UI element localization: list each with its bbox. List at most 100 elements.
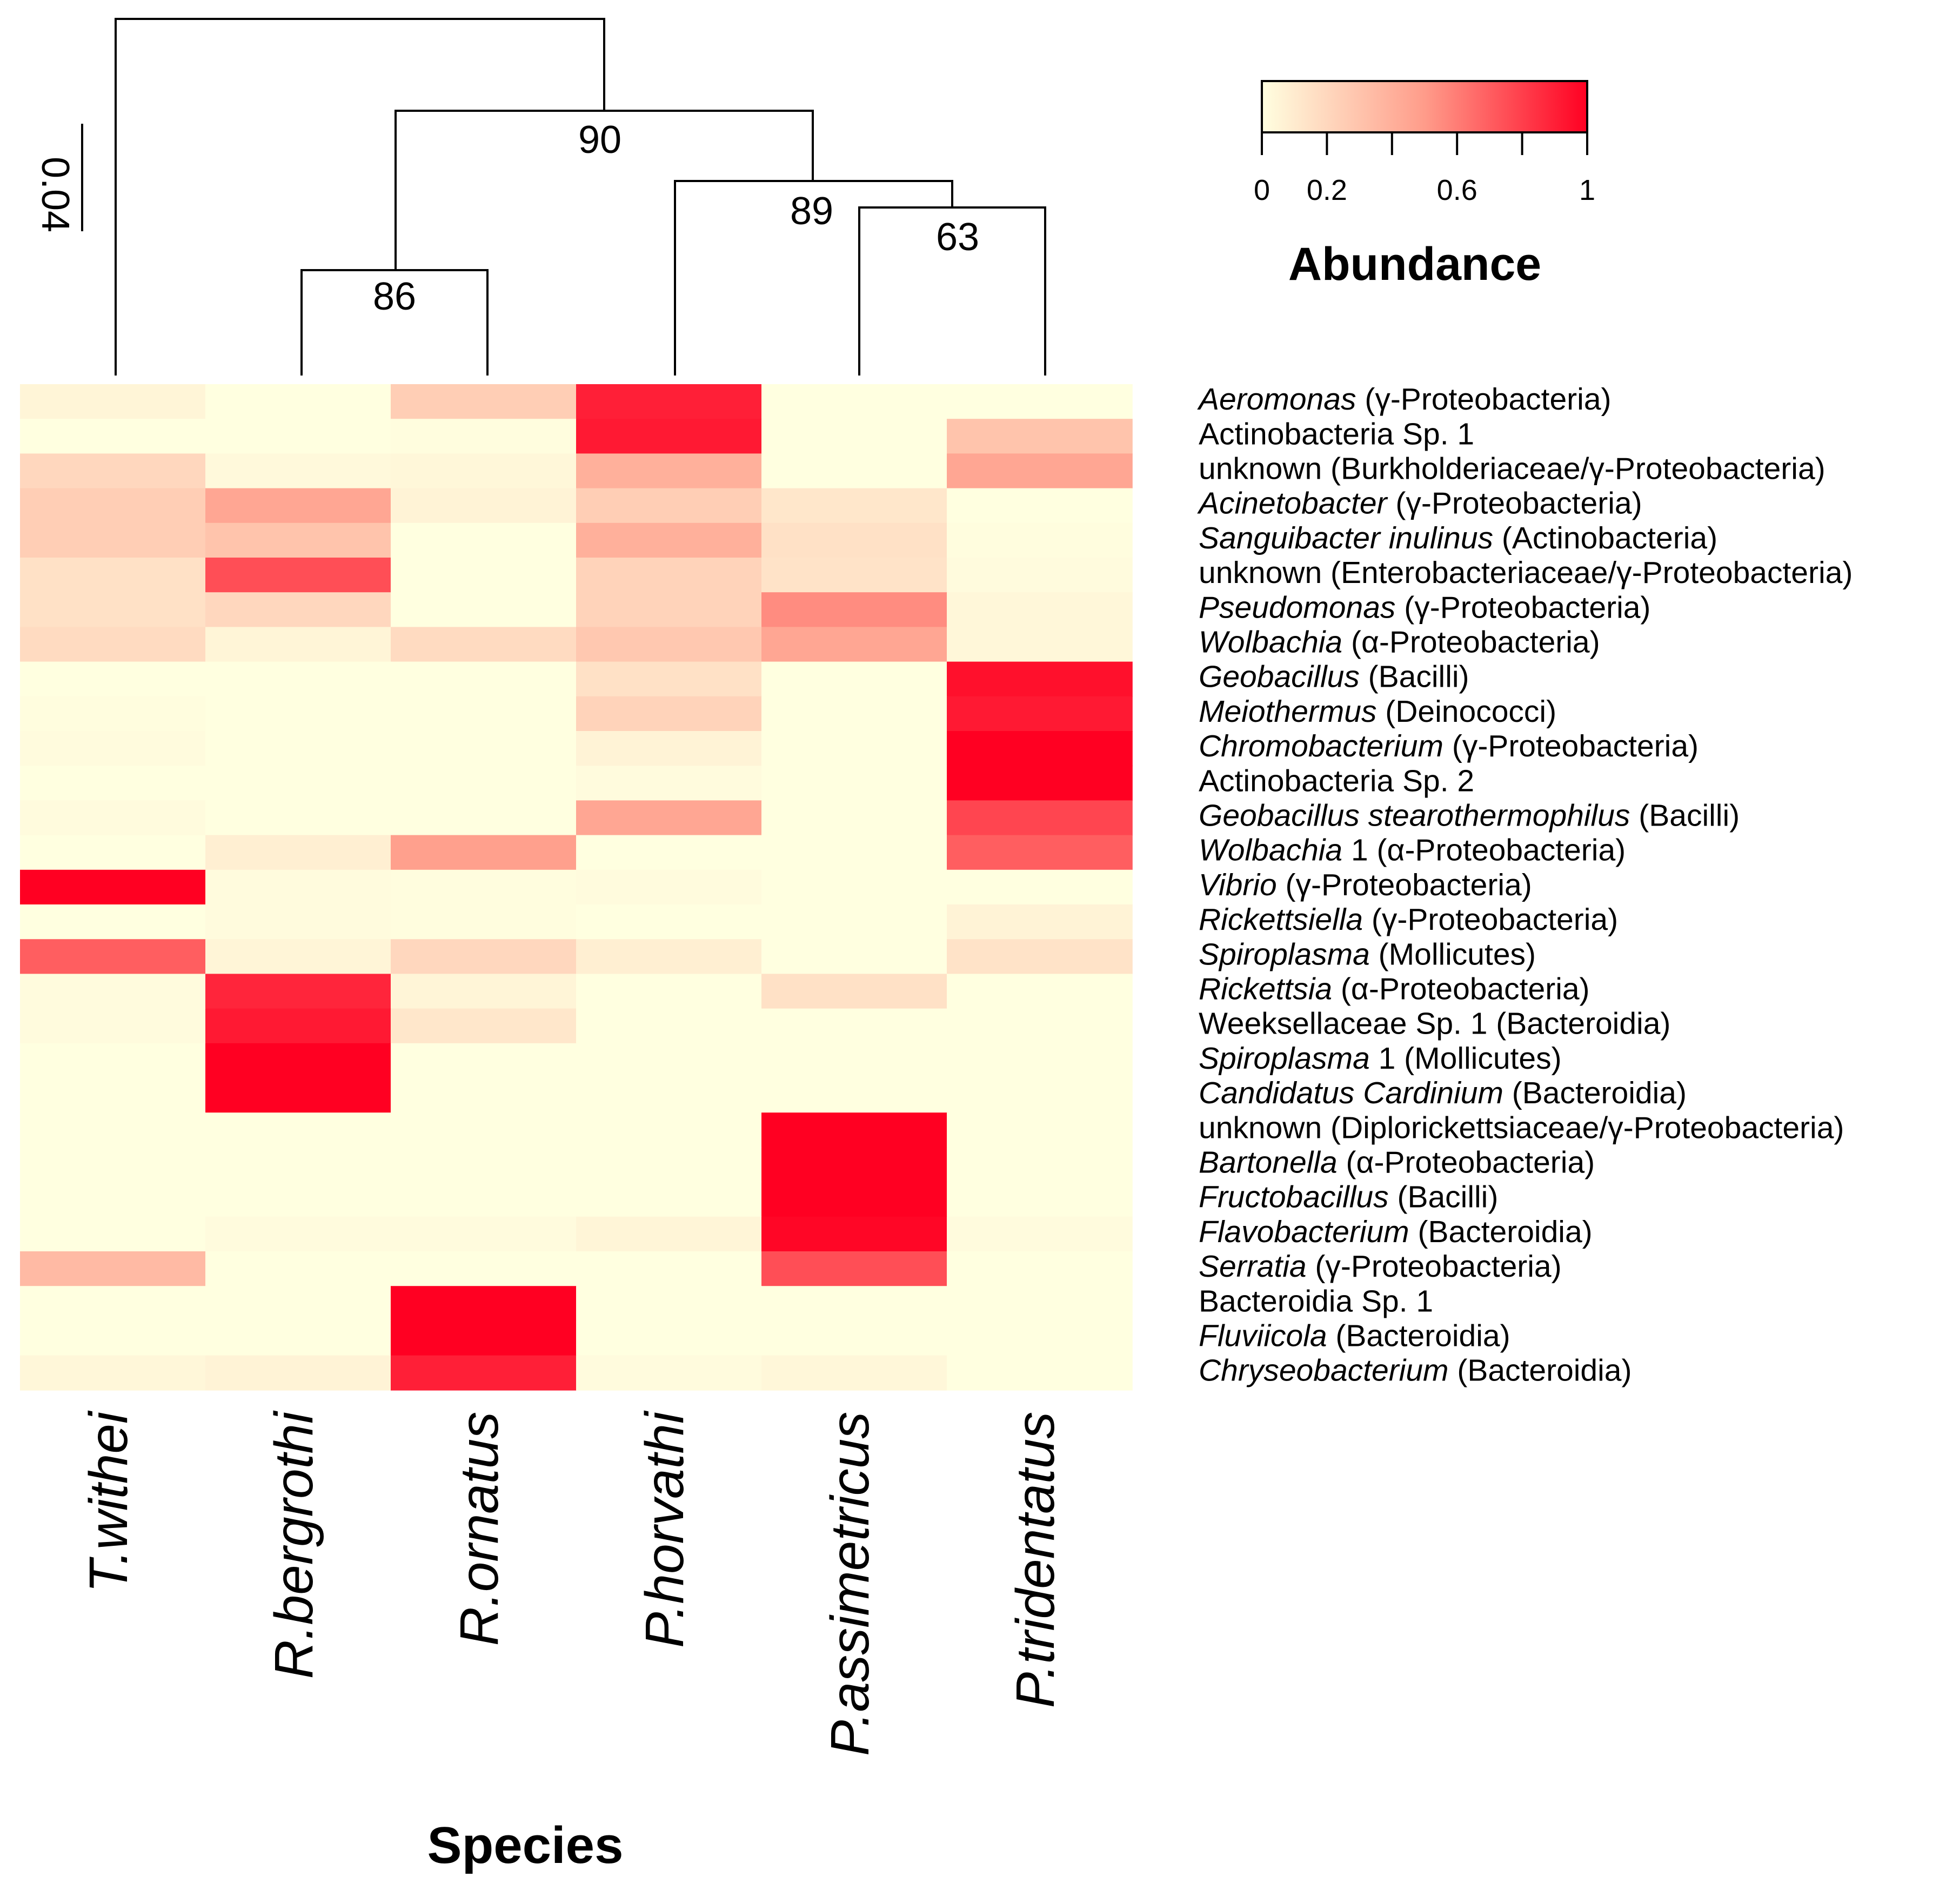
heatmap-cell xyxy=(20,419,206,454)
heatmap-cell xyxy=(761,661,947,697)
heatmap-cell xyxy=(391,592,577,628)
heatmap-cell xyxy=(947,904,1133,940)
heatmap-cell xyxy=(947,1078,1133,1113)
heatmap-cell xyxy=(761,522,947,558)
column-label: P.assimetricus xyxy=(820,1412,880,1756)
heatmap-cell xyxy=(391,1078,577,1113)
heatmap-cell xyxy=(20,488,206,524)
heatmap-cell xyxy=(947,1043,1133,1078)
heatmap-cell xyxy=(205,522,391,558)
heatmap-cell xyxy=(947,835,1133,870)
heatmap-cell xyxy=(947,522,1133,558)
heatmap-cell xyxy=(391,696,577,732)
row-label: Serratia (γ-Proteobacteria) xyxy=(1199,1249,1562,1284)
heatmap-cell xyxy=(761,419,947,454)
heatmap-cell xyxy=(20,522,206,558)
heatmap-cell xyxy=(205,384,391,419)
heatmap-cell xyxy=(761,731,947,766)
heatmap-cell xyxy=(205,1147,391,1183)
heatmap-cell xyxy=(761,696,947,732)
heatmap-cell xyxy=(761,627,947,662)
heatmap-cell xyxy=(761,558,947,593)
heatmap-cell xyxy=(947,1251,1133,1286)
heatmap-cell xyxy=(20,869,206,905)
dendrogram-branch-86 xyxy=(300,269,489,376)
heatmap-cell xyxy=(947,661,1133,697)
heatmap-cells xyxy=(20,384,1133,1391)
heatmap-cell xyxy=(205,558,391,593)
heatmap-cell xyxy=(947,974,1133,1009)
row-label: Actinobacteria Sp. 1 xyxy=(1199,417,1474,451)
heatmap-cell xyxy=(576,1043,762,1078)
row-label: Candidatus Cardinium (Bacteroidia) xyxy=(1199,1076,1687,1110)
row-label: Rickettsiella (γ-Proteobacteria) xyxy=(1199,902,1618,937)
row-label: Geobacillus (Bacilli) xyxy=(1199,660,1469,694)
heatmap-cell xyxy=(391,1043,577,1078)
heatmap-cell xyxy=(391,1286,577,1322)
column-label: R.bergrothi xyxy=(264,1410,324,1679)
column-label: P.tridentatus xyxy=(1005,1412,1066,1708)
heatmap-cell xyxy=(391,1182,577,1217)
row-label: Weeksellaceae Sp. 1 (Bacteroidia) xyxy=(1199,1007,1670,1041)
heatmap-cell xyxy=(761,1320,947,1356)
heatmap-cell xyxy=(576,869,762,905)
heatmap-cell xyxy=(205,869,391,905)
heatmap-cell xyxy=(20,835,206,870)
colorbar-tick-label: 0.2 xyxy=(1307,174,1347,206)
heatmap-cell xyxy=(205,1112,391,1148)
row-label: Bartonella (α-Proteobacteria) xyxy=(1199,1145,1595,1180)
colorbar-title: Abundance xyxy=(1288,238,1541,290)
heatmap-cell xyxy=(205,939,391,975)
row-label: unknown (Enterobacteriaceae/γ-Proteobact… xyxy=(1199,555,1853,590)
heatmap-cell xyxy=(947,453,1133,489)
heatmap-cell xyxy=(761,1355,947,1391)
heatmap-cell xyxy=(947,627,1133,662)
heatmap-cell xyxy=(761,488,947,524)
node-label-63: 63 xyxy=(936,216,979,259)
heatmap-cell xyxy=(391,1320,577,1356)
heatmap-cell xyxy=(761,1182,947,1217)
heatmap-cell xyxy=(761,904,947,940)
heatmap-cell xyxy=(20,1251,206,1286)
heatmap-cell xyxy=(20,627,206,662)
heatmap-cell xyxy=(391,1112,577,1148)
row-label: Fructobacillus (Bacilli) xyxy=(1199,1180,1498,1215)
heatmap-cell xyxy=(205,766,391,801)
heatmap-cell xyxy=(576,1286,762,1322)
heatmap-cell xyxy=(576,1112,762,1148)
heatmap-cell xyxy=(20,661,206,697)
dendrogram-branch-89 xyxy=(674,180,953,376)
heatmap-cell xyxy=(20,904,206,940)
colorbar-tick-label: 0.6 xyxy=(1437,174,1477,206)
heatmap-cell xyxy=(20,800,206,836)
heatmap-cell xyxy=(391,1216,577,1252)
colorbar-legend: 0 0.2 0.6 1 Abundance xyxy=(1254,80,1595,290)
heatmap-cell xyxy=(761,1008,947,1044)
heatmap-cell xyxy=(761,974,947,1009)
heatmap-cell xyxy=(761,1043,947,1078)
heatmap-cell xyxy=(205,904,391,940)
heatmap-cell xyxy=(576,384,762,419)
heatmap-cell xyxy=(391,453,577,489)
heatmap-cell xyxy=(20,1078,206,1113)
heatmap-cell xyxy=(20,696,206,732)
heatmap-cell xyxy=(576,453,762,489)
heatmap-cell xyxy=(947,1320,1133,1356)
heatmap-cell xyxy=(576,1078,762,1113)
heatmap-cell xyxy=(391,1355,577,1391)
heatmap-cell xyxy=(391,488,577,524)
heatmap-cell xyxy=(391,731,577,766)
heatmap-cell xyxy=(205,453,391,489)
heatmap-cell xyxy=(947,419,1133,454)
heatmap-cell xyxy=(20,453,206,489)
heatmap-cell xyxy=(391,661,577,697)
heatmap-cell xyxy=(761,1078,947,1113)
heatmap-cell xyxy=(947,592,1133,628)
heatmap-cell xyxy=(761,453,947,489)
heatmap-cell xyxy=(761,384,947,419)
heatmap-cell xyxy=(20,766,206,801)
row-label: unknown (Burkholderiaceae/γ-Proteobacter… xyxy=(1199,452,1826,486)
heatmap-cell xyxy=(205,1320,391,1356)
row-label: Sanguibacter inulinus (Actinobacteria) xyxy=(1199,521,1717,555)
